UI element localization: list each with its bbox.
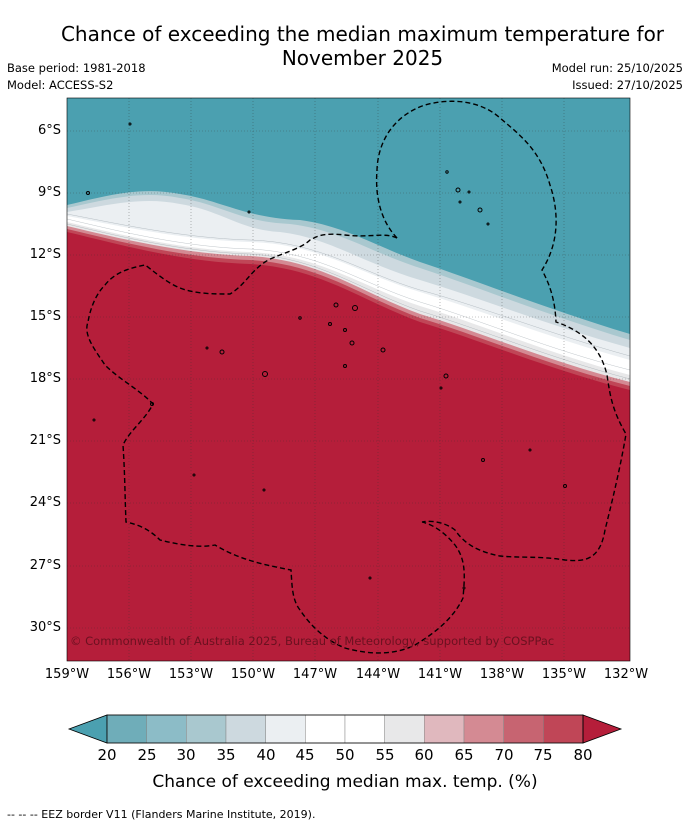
colorbar-tick: 35 — [216, 746, 236, 764]
issued-date: Issued: 27/10/2025 — [572, 78, 683, 92]
lon-label: 153°W — [168, 667, 214, 682]
lon-label: 132°W — [603, 667, 649, 682]
lon-label: 147°W — [292, 667, 338, 682]
lon-label: 159°W — [44, 667, 90, 682]
colorbar-tick: 70 — [494, 746, 514, 764]
map-title-line1: Chance of exceeding the median maximum t… — [60, 22, 665, 46]
colorbar-tick: 50 — [335, 746, 355, 764]
colorbar-tick: 55 — [375, 746, 395, 764]
meta-left: Base period: 1981-2018 Model: ACCESS-S2 — [7, 60, 146, 94]
colorbar-tick: 80 — [573, 746, 593, 764]
colorbar-tick: 75 — [533, 746, 553, 764]
colorbar-tick: 65 — [454, 746, 474, 764]
map-title-line2: November 2025 — [281, 46, 444, 70]
map-frame — [66, 97, 631, 662]
lon-label: 135°W — [541, 667, 587, 682]
colorbar-over-arrow — [582, 714, 623, 744]
colorbar-tick: 30 — [176, 746, 196, 764]
colorbar-tick: 60 — [414, 746, 434, 764]
meta-right: Model run: 25/10/2025 Issued: 27/10/2025 — [552, 60, 683, 94]
lon-label: 138°W — [479, 667, 525, 682]
lat-label: 24°S — [29, 495, 61, 510]
colorbar-cell — [305, 714, 346, 744]
model-run: Model run: 25/10/2025 — [551, 61, 683, 75]
colorbar-frame — [106, 714, 584, 744]
lat-label: 9°S — [37, 185, 61, 200]
colorbar-cells — [106, 714, 584, 744]
colorbar-cell — [186, 714, 227, 744]
colorbar-cell — [424, 714, 465, 744]
legend-footer: -- -- -- EEZ border V11 (Flanders Marine… — [7, 808, 316, 821]
colorbar-cell — [543, 714, 584, 744]
colorbar-title: Chance of exceeding median max. temp. (%… — [152, 772, 538, 792]
colorbar-tick: 25 — [137, 746, 157, 764]
colorbar-cell — [225, 714, 266, 744]
lat-label: 18°S — [29, 371, 61, 386]
map-cool-area — [67, 98, 630, 334]
lat-label: 21°S — [29, 433, 61, 448]
base-period: Base period: 1981-2018 — [7, 61, 146, 75]
lon-label: 141°W — [417, 667, 463, 682]
lat-label: 27°S — [29, 558, 61, 573]
colorbar-tick: 45 — [295, 746, 315, 764]
colorbar-cell — [344, 714, 385, 744]
map-title: Chance of exceeding the median maximum t… — [0, 22, 690, 70]
colorbar — [67, 714, 623, 744]
colorbar-cell — [106, 714, 147, 744]
colorbar-tick: 20 — [97, 746, 117, 764]
contour-lines — [67, 213, 630, 380]
lat-label: 15°S — [29, 309, 61, 324]
colorbar-under-arrow — [67, 714, 108, 744]
lat-label: 6°S — [37, 123, 61, 138]
lon-label: 150°W — [230, 667, 276, 682]
lat-label: 12°S — [29, 247, 61, 262]
eez-borders — [86, 100, 627, 654]
map-plot — [67, 98, 630, 661]
islands — [86, 122, 567, 590]
colorbar-cell — [384, 714, 425, 744]
colorbar-cell — [265, 714, 306, 744]
colorbar-cell — [146, 714, 187, 744]
colorbar-tick: 40 — [256, 746, 276, 764]
lon-label: 156°W — [106, 667, 152, 682]
lat-label: 30°S — [29, 620, 61, 635]
graticule — [67, 98, 630, 661]
lon-label: 144°W — [355, 667, 401, 682]
copyright-notice: © Commonwealth of Australia 2025, Bureau… — [70, 634, 555, 648]
colorbar-cell — [463, 714, 504, 744]
colorbar-cell — [503, 714, 544, 744]
model-name: Model: ACCESS-S2 — [7, 78, 114, 92]
